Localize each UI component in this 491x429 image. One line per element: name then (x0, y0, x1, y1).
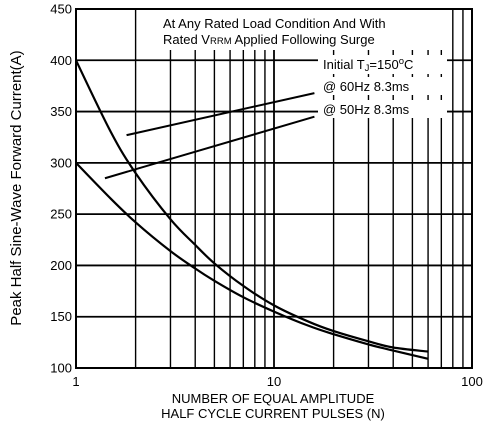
annotation-50hz-box (318, 100, 447, 118)
leader-line-60hz (126, 92, 315, 137)
y-tick-label: 150 (50, 309, 72, 324)
annotation-box (150, 9, 447, 50)
series-layer (75, 59, 429, 360)
x-axis-title-line1: NUMBER OF EQUAL AMPLITUDE (172, 391, 375, 406)
y-tick-label: 250 (50, 207, 72, 222)
y-axis-title: Peak Half Sine-Wave Forward Current(A) (8, 50, 25, 325)
y-tick-label: 200 (50, 258, 72, 273)
annotation-line2-pre: Rated V (163, 32, 210, 47)
y-tick-label: 400 (50, 53, 72, 68)
annotation-50hz: @ 50Hz 8.3ms (323, 102, 410, 117)
annotation-line2-post: Applied Following Surge (232, 32, 375, 47)
annotation-60hz: @ 60Hz 8.3ms (323, 79, 410, 94)
series-line-60hz (75, 59, 429, 353)
annotation-line2: Rated VRRM Applied Following Surge (163, 32, 375, 47)
y-tick-label: 100 (50, 361, 72, 376)
annotation-line2-sub: RRM (210, 36, 232, 47)
x-tick-label: 1 (72, 374, 79, 389)
x-tick-label: 10 (267, 374, 281, 389)
annotation-tj-post: =150 (369, 57, 398, 72)
y-tick-label: 350 (50, 104, 72, 119)
annotation-tj: Initial TJ=150oC (323, 56, 413, 74)
leader-line-50hz (104, 115, 315, 180)
x-axis-title-line2: HALF CYCLE CURRENT PULSES (N) (161, 406, 385, 421)
y-tick-labels: 100 150 200 250 300 350 400 450 (50, 2, 72, 376)
annotation-tj-sub: J (365, 63, 370, 74)
annotation-tj-sup: o (399, 56, 404, 67)
annotation-60hz-box (318, 77, 447, 95)
series-line-50hz (75, 162, 429, 360)
plot-frame (75, 8, 473, 369)
y-tick-label: 450 (50, 2, 72, 17)
leader-layer (104, 92, 315, 180)
annotation-tj-unit: C (404, 57, 413, 72)
annotation-line1: At Any Rated Load Condition And With (163, 16, 386, 31)
x-tick-label: 100 (461, 374, 483, 389)
y-tick-label: 300 (50, 155, 72, 170)
annotation-tj-box (318, 55, 447, 74)
x-tick-labels: 1 10 100 (72, 374, 482, 389)
annotation-tj-pre: Initial T (323, 57, 365, 72)
